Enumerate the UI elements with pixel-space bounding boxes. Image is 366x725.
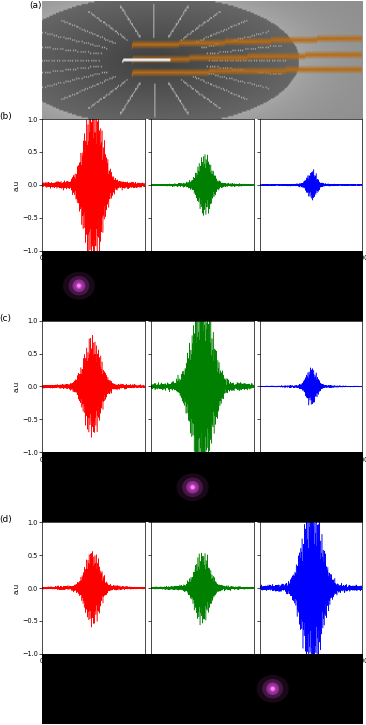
X-axis label: Time [ns]: Time [ns] <box>76 464 110 471</box>
X-axis label: Time [ns]: Time [ns] <box>76 262 110 269</box>
Text: (b): (b) <box>0 112 12 121</box>
Ellipse shape <box>176 473 209 501</box>
X-axis label: Time [ns]: Time [ns] <box>294 464 328 471</box>
Ellipse shape <box>77 283 81 288</box>
X-axis label: Time [ns]: Time [ns] <box>185 262 219 269</box>
Ellipse shape <box>182 478 203 497</box>
Y-axis label: a.u: a.u <box>14 381 19 392</box>
X-axis label: Time [ns]: Time [ns] <box>185 666 219 672</box>
Ellipse shape <box>75 282 82 289</box>
Ellipse shape <box>189 484 196 491</box>
Ellipse shape <box>186 481 199 494</box>
Text: (a): (a) <box>29 1 42 10</box>
Ellipse shape <box>72 279 85 292</box>
Ellipse shape <box>257 675 289 703</box>
Y-axis label: a.u: a.u <box>14 582 19 594</box>
X-axis label: Time [ns]: Time [ns] <box>76 666 110 672</box>
Ellipse shape <box>63 272 95 299</box>
Y-axis label: a.u: a.u <box>14 179 19 191</box>
Ellipse shape <box>262 679 283 698</box>
Text: (d): (d) <box>0 515 12 524</box>
Text: (c): (c) <box>0 314 11 323</box>
Ellipse shape <box>191 485 195 489</box>
Ellipse shape <box>271 687 274 691</box>
X-axis label: Time [ns]: Time [ns] <box>294 666 328 672</box>
Ellipse shape <box>266 682 279 695</box>
X-axis label: Time [ns]: Time [ns] <box>185 464 219 471</box>
X-axis label: Time [ns]: Time [ns] <box>294 262 328 269</box>
Ellipse shape <box>68 276 89 296</box>
Ellipse shape <box>269 685 276 692</box>
